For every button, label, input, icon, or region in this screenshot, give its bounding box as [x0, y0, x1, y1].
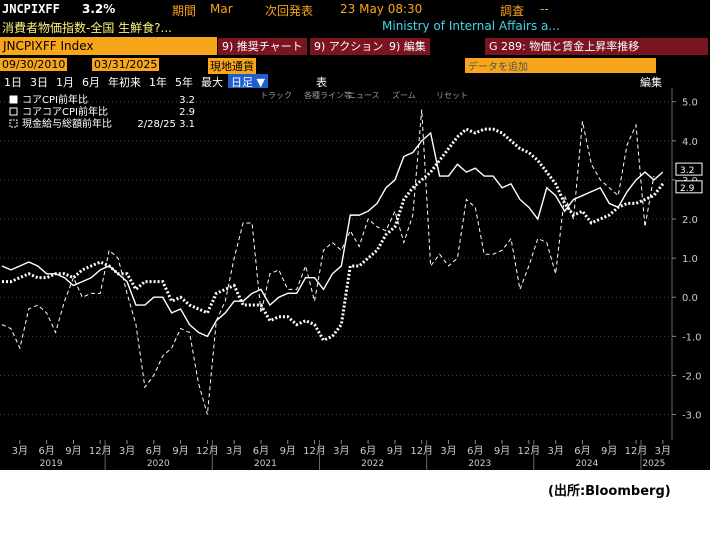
year-label: 2022: [361, 459, 384, 469]
year-label: 2019: [40, 459, 63, 469]
chart: トラック各種ライン等ニュースズームリセット5.04.03.02.01.00.0-…: [0, 88, 710, 470]
range-button[interactable]: 5年: [175, 76, 193, 89]
x-tick-label: 6月: [574, 445, 590, 457]
x-tick-label: 3月: [226, 445, 242, 457]
x-tick-label: 9月: [172, 445, 188, 457]
y-tick-label: 4.0: [682, 137, 698, 148]
button[interactable]: 9) アクション: [310, 38, 388, 55]
tool: 各種ライン等: [304, 90, 352, 100]
legend-swatch: [9, 119, 18, 128]
tool: ニュース: [348, 91, 380, 100]
chart-background: [0, 88, 710, 470]
x-tick-label: 12月: [196, 445, 219, 457]
ticker: JNCPIXFF: [2, 2, 60, 16]
last: 3.2%: [82, 2, 116, 16]
range-button[interactable]: 1日: [4, 76, 22, 89]
x-tick-label: 3月: [12, 445, 28, 457]
page: JNCPIXFF 3.2% 期間 Mar 次回発表 23 May 08:30 調…: [0, 0, 710, 499]
button[interactable]: 9) 編集: [385, 38, 430, 55]
year-label: 2021: [254, 459, 277, 469]
label: 次回発表: [265, 4, 314, 18]
source: Ministry of Internal Affairs a...: [382, 19, 560, 33]
end-tag-box: [675, 180, 703, 194]
x-tick-label: 6月: [146, 445, 162, 457]
x-tick-label: 9月: [65, 445, 81, 457]
label: 期間: [172, 4, 197, 18]
value: 23 May 08:30: [340, 2, 423, 16]
terminal-header: JNCPIXFF 3.2% 期間 Mar 次回発表 23 May 08:30 調…: [0, 0, 710, 90]
value: --: [540, 2, 549, 16]
end-tag: 3.2: [680, 166, 694, 176]
x-tick-label: 3月: [333, 445, 349, 457]
y-tick-label: -3.0: [682, 411, 702, 422]
year-label: 2025: [642, 459, 665, 469]
x-tick-label: 9月: [601, 445, 617, 457]
x-tick-label: 6月: [38, 445, 54, 457]
add-data[interactable]: データを追加: [465, 58, 656, 73]
legend-value: 2.9: [179, 107, 195, 118]
y-tick-label: 5.0: [682, 98, 698, 109]
x-tick-label: 12月: [410, 445, 433, 457]
y-tick-label: 0.0: [682, 293, 698, 304]
legend-value: 3.2: [179, 95, 195, 106]
y-tick-label: -2.0: [682, 371, 702, 382]
x-tick-label: 3月: [547, 445, 563, 457]
x-tick-label: 12月: [518, 445, 541, 457]
table-button[interactable]: 表: [316, 76, 327, 89]
end-date[interactable]: 03/31/2025: [92, 58, 160, 71]
edit[interactable]: 編集: [640, 76, 662, 89]
x-tick-label: 12月: [625, 445, 648, 457]
currency[interactable]: 現地通貨: [208, 58, 256, 74]
y-tick-label: 1.0: [682, 254, 698, 265]
y-tick-label: -1.0: [682, 332, 702, 343]
range-button[interactable]: 1月: [56, 76, 74, 89]
tool: トラック: [260, 91, 292, 100]
x-tick-label: 12月: [89, 445, 112, 457]
legend-swatch: [9, 95, 18, 104]
x-tick-label: 6月: [360, 445, 376, 457]
button[interactable]: G 289: 物価と賃金上昇率推移: [485, 38, 708, 55]
y-tick-label: 2.0: [682, 215, 698, 226]
value: Mar: [210, 2, 233, 16]
year-label: 2023: [468, 459, 491, 469]
label: 調査: [500, 4, 525, 18]
x-tick-label: 6月: [253, 445, 269, 457]
x-tick-label: 9月: [280, 445, 296, 457]
series-line: [2, 127, 665, 343]
year-label: 2020: [147, 459, 170, 469]
start-date[interactable]: 09/30/2010: [0, 58, 68, 71]
range-button[interactable]: 3日: [30, 76, 48, 89]
x-tick-label: 12月: [303, 445, 326, 457]
legend-value: 2/28/25 3.1: [137, 119, 195, 130]
legend-label: コアCPI前年比: [22, 93, 88, 106]
security[interactable]: JNCPIXFF Index: [0, 37, 217, 55]
x-tick-label: 3月: [655, 445, 671, 457]
x-tick-label: 3月: [119, 445, 135, 457]
range-button[interactable]: 1年: [149, 76, 167, 89]
tool: リセット: [436, 91, 468, 100]
legend-label: コアコアCPI前年比: [22, 105, 108, 118]
range-button[interactable]: 年初来: [108, 76, 141, 89]
legend-label: 現金給与総額前年比: [22, 117, 112, 130]
x-tick-label: 9月: [387, 445, 403, 457]
legend-swatch: [9, 107, 18, 116]
button[interactable]: 9) 推奨チャート: [218, 38, 307, 55]
credit: (出所:Bloomberg): [548, 484, 671, 499]
year-label: 2024: [575, 459, 598, 469]
end-tag-box: [675, 162, 703, 176]
x-tick-label: 6月: [467, 445, 483, 457]
tool: ズーム: [392, 90, 416, 100]
x-tick-label: 9月: [494, 445, 510, 457]
frequency[interactable]: 日足 ▼: [228, 74, 268, 90]
x-tick-label: 3月: [440, 445, 456, 457]
range-bar: 1日 3日 1月 6月 年初来 1年 5年 最大: [4, 74, 231, 90]
range-button[interactable]: 6月: [82, 76, 100, 89]
name: 消費者物価指数-全国 生鮮食?...: [2, 21, 172, 35]
range-button[interactable]: 最大: [201, 76, 223, 89]
series-line: [1, 109, 655, 415]
end-tag: 2.9: [680, 184, 695, 194]
